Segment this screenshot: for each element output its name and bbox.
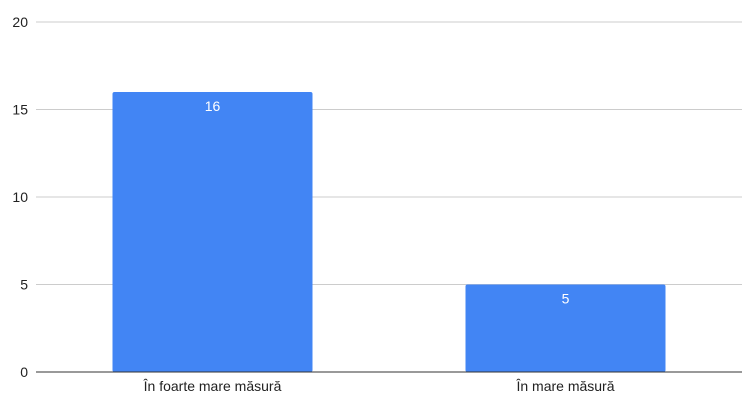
y-tick-label: 15 (12, 102, 28, 118)
data-label: 5 (562, 291, 570, 307)
category-labels: În foarte mare măsură În mare măsură (143, 378, 615, 394)
bar (112, 92, 313, 372)
category-label: În foarte mare măsură (143, 378, 282, 394)
y-tick-label: 0 (20, 364, 28, 380)
y-axis-tick-labels: 0 5 10 15 20 (12, 14, 28, 380)
data-labels: 16 5 (205, 98, 570, 307)
y-tick-label: 5 (20, 277, 28, 293)
bar (465, 284, 666, 372)
category-label: În mare măsură (515, 378, 614, 394)
data-label: 16 (205, 98, 221, 114)
y-tick-label: 10 (12, 189, 28, 205)
y-tick-label: 20 (12, 14, 28, 30)
bars (112, 92, 666, 372)
